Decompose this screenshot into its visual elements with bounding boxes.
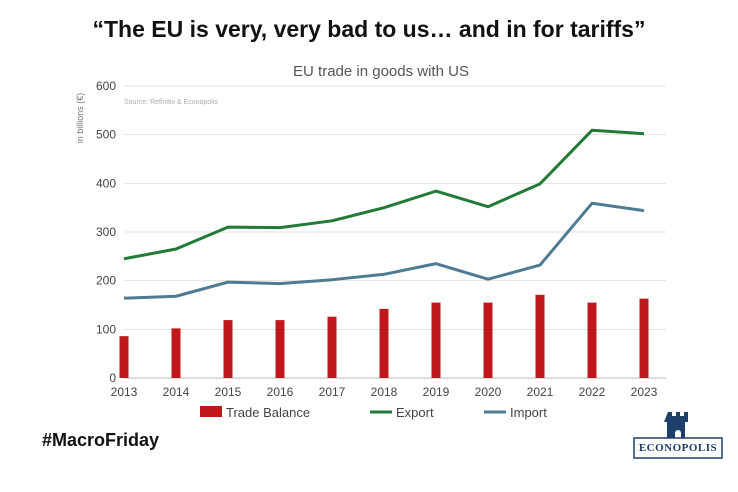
chart-title: EU trade in goods with US [293, 63, 469, 80]
y-tick-label: 400 [96, 176, 116, 190]
x-tick-label: 2021 [527, 385, 554, 399]
trade-balance-bar [171, 328, 181, 378]
y-tick-label: 100 [96, 322, 116, 336]
legend-label: Trade Balance [226, 405, 310, 420]
x-tick-label: 2017 [319, 385, 346, 399]
x-tick-label: 2014 [163, 385, 190, 399]
logo-text: ECONOPOLIS [638, 442, 718, 454]
trade-balance-bar [119, 336, 129, 378]
y-tick-label: 600 [96, 79, 116, 93]
x-tick-label: 2018 [371, 385, 398, 399]
trade-balance-bar [587, 302, 597, 378]
econopolis-logo: ECONOPOLIS [632, 408, 724, 468]
legend-label: Import [510, 405, 547, 420]
legend-swatch-bar [200, 406, 222, 417]
x-tick-label: 2019 [423, 385, 450, 399]
trade-balance-bar [483, 302, 493, 378]
x-tick-label: 2023 [631, 385, 658, 399]
legend-label: Export [396, 405, 434, 420]
y-tick-label: 300 [96, 225, 116, 239]
trade-balance-bars [119, 294, 649, 378]
y-tick-label: 0 [109, 371, 116, 385]
hashtag: #MacroFriday [42, 430, 160, 450]
y-tick-label: 500 [96, 128, 116, 142]
trade-balance-bar [379, 308, 389, 378]
trade-balance-bar [535, 294, 545, 378]
y-tick-label: 200 [96, 274, 116, 288]
trade-balance-bar [431, 302, 441, 378]
y-axis-label: in billions (€) [75, 93, 85, 144]
export-line [123, 128, 645, 261]
series-lines [123, 128, 645, 300]
x-tick-label: 2015 [215, 385, 242, 399]
x-tick-label: 2020 [475, 385, 502, 399]
trade-balance-bar [275, 320, 285, 378]
headline: “The EU is very, very bad to us… and in … [92, 16, 646, 42]
legend: Trade Balance Export Import [200, 405, 547, 420]
x-tick-label: 2013 [111, 385, 138, 399]
axis-ticks: 0 100 200 300 400 500 600 2013 2014 2015 2016 2017 2… [96, 79, 658, 399]
trade-balance-bar [639, 298, 649, 378]
trade-balance-bar [327, 316, 337, 378]
castle-tower-icon [633, 412, 723, 459]
trade-balance-bar [223, 320, 233, 378]
source-note: Source: Refinitiv & Econopolis [124, 99, 218, 106]
x-tick-label: 2022 [579, 385, 606, 399]
grid-lines [124, 85, 666, 379]
import-line [123, 201, 645, 300]
x-tick-label: 2016 [267, 385, 294, 399]
